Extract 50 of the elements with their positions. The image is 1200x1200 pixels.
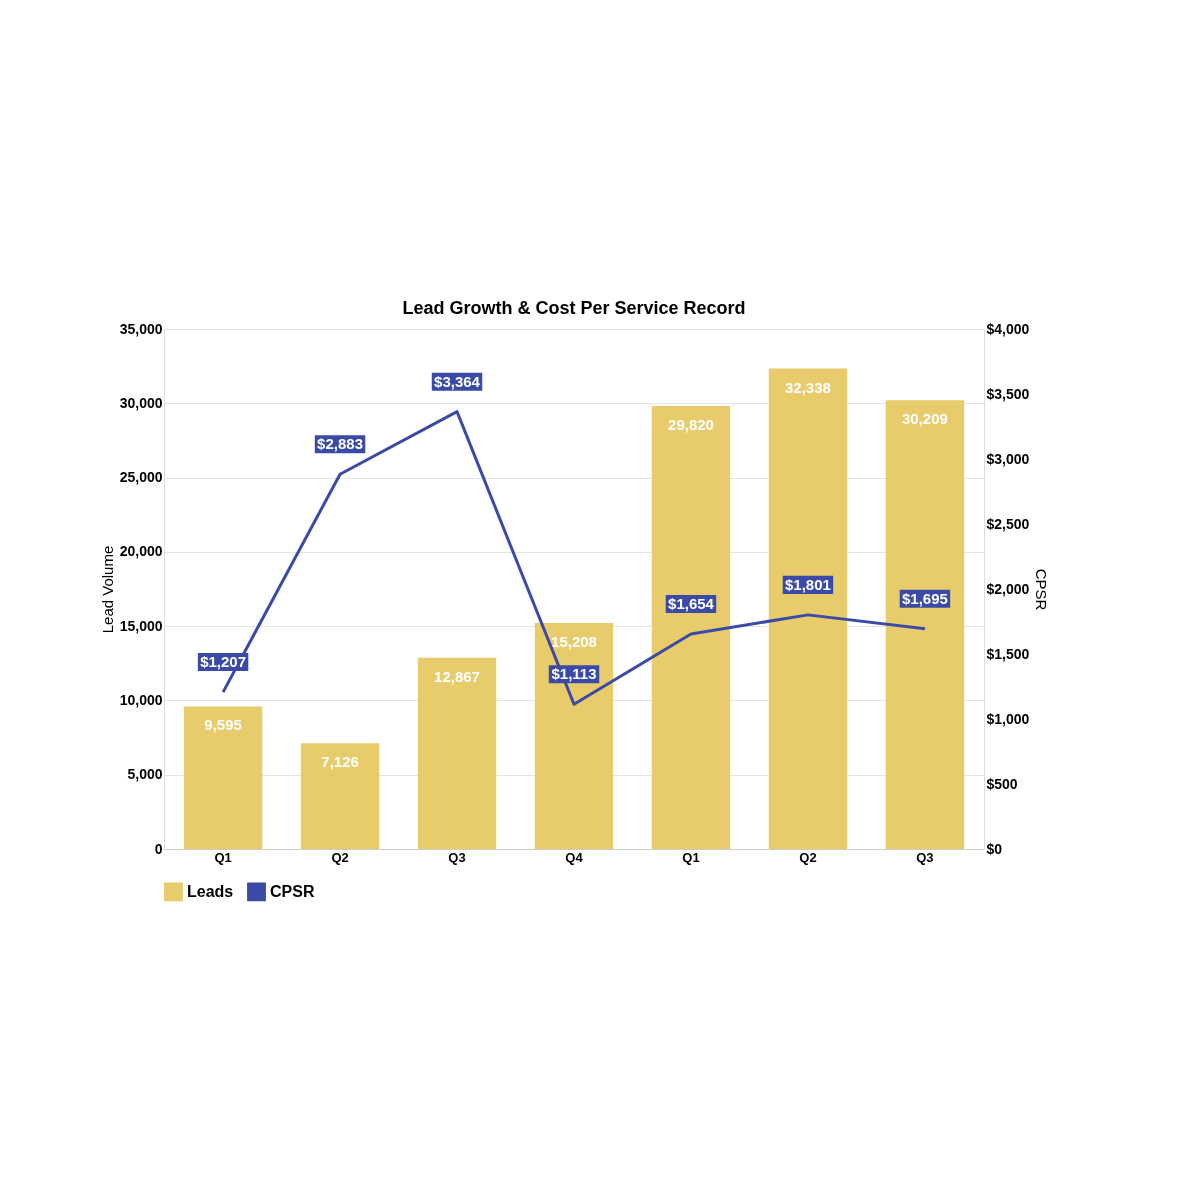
y2-tick-label: $3,500 (986, 385, 1030, 402)
x-tick-label: Q4 (565, 849, 584, 865)
bar (651, 405, 731, 849)
legend-label: Leads (187, 882, 234, 900)
data-label: 9,595 (204, 716, 242, 734)
x-tick-label: Q2 (799, 849, 817, 865)
data-label: 7,126 (321, 753, 359, 771)
legend-label: CPSR (270, 882, 315, 900)
data-label: $1,654 (668, 594, 715, 612)
data-label: $1,207 (200, 653, 247, 671)
y-tick-label: 15,000 (119, 617, 163, 634)
data-label: $3,364 (434, 372, 481, 390)
y-tick-label: 5,000 (127, 766, 163, 783)
bar (183, 706, 263, 849)
x-tick-label: Q3 (448, 849, 466, 865)
y-tick-label: 10,000 (119, 691, 163, 708)
y2-tick-label: $1,000 (986, 710, 1030, 727)
y-tick-label: 30,000 (119, 394, 163, 411)
y2-tick-label: $2,000 (986, 580, 1030, 597)
bar (885, 400, 965, 849)
y-axis-title: Lead Volume (98, 545, 116, 634)
bar (534, 623, 614, 849)
data-label: $2,883 (317, 435, 363, 453)
x-tick-label: Q3 (916, 849, 934, 865)
y2-tick-label: $1,500 (986, 645, 1030, 662)
y2-tick-label: $0 (986, 840, 1003, 857)
data-label: 32,338 (785, 378, 831, 396)
bar (768, 368, 848, 849)
data-label: 29,820 (668, 415, 714, 433)
x-tick-label: Q2 (331, 849, 349, 865)
data-label: $1,801 (785, 575, 831, 593)
data-label: 30,209 (901, 410, 948, 428)
x-tick-label: Q1 (682, 849, 700, 865)
y2-tick-label: $3,000 (986, 450, 1030, 467)
y2-tick-label: $500 (986, 775, 1018, 792)
data-label: 15,208 (551, 633, 597, 651)
data-label: $1,113 (551, 665, 597, 683)
y-tick-label: 0 (154, 840, 163, 857)
y2-tick-label: $4,000 (986, 320, 1030, 337)
y2-axis-title: CPSR (1033, 568, 1051, 611)
data-label: 12,867 (434, 667, 480, 685)
y-tick-label: 35,000 (119, 320, 163, 337)
bar (417, 657, 497, 849)
bar (300, 743, 380, 849)
data-label: $1,695 (901, 589, 948, 607)
x-tick-label: Q1 (214, 849, 232, 865)
chart-title: Lead Growth & Cost Per Service Record (402, 298, 746, 318)
y2-tick-label: $2,500 (986, 515, 1030, 532)
y-tick-label: 25,000 (119, 469, 163, 486)
y-tick-label: 20,000 (119, 543, 163, 560)
